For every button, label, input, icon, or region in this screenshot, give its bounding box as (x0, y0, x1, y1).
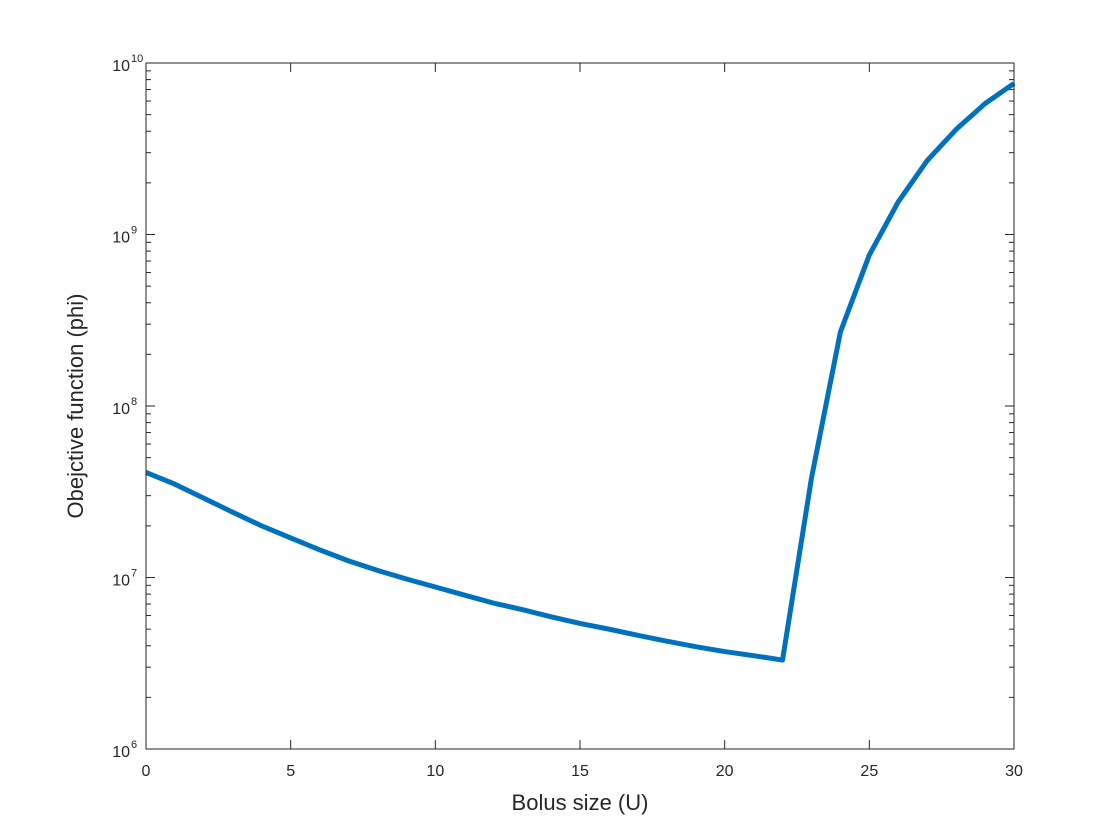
y-axis-title: Obejctive function (phi) (63, 294, 88, 519)
y-tick-exponent: 6 (131, 739, 137, 751)
x-tick-label: 25 (860, 763, 878, 780)
x-axis-title: Bolus size (U) (512, 790, 649, 815)
y-tick-label: 10 (112, 401, 130, 418)
x-tick-label: 15 (571, 763, 589, 780)
plot-area (146, 63, 1014, 749)
x-tick-label: 20 (716, 763, 734, 780)
y-tick-label: 10 (112, 744, 130, 761)
x-tick-label: 0 (142, 763, 151, 780)
series-line (145, 81, 1016, 663)
x-tick-label: 30 (1005, 763, 1023, 780)
x-tick-label: 10 (426, 763, 444, 780)
plot-frame (145, 62, 1015, 750)
y-tick-label: 10 (112, 573, 130, 590)
y-tick-exponent: 9 (131, 225, 137, 237)
y-tick-exponent: 7 (131, 568, 137, 580)
x-tick-label: 5 (286, 763, 295, 780)
y-tick-exponent: 8 (131, 396, 137, 408)
x-tick-labels: 0 5 10 15 20 25 30 (142, 763, 1023, 780)
y-tick-exponent: 10 (131, 53, 143, 65)
y-tick-label: 10 (112, 58, 130, 75)
y-tick-label: 10 (112, 230, 130, 247)
